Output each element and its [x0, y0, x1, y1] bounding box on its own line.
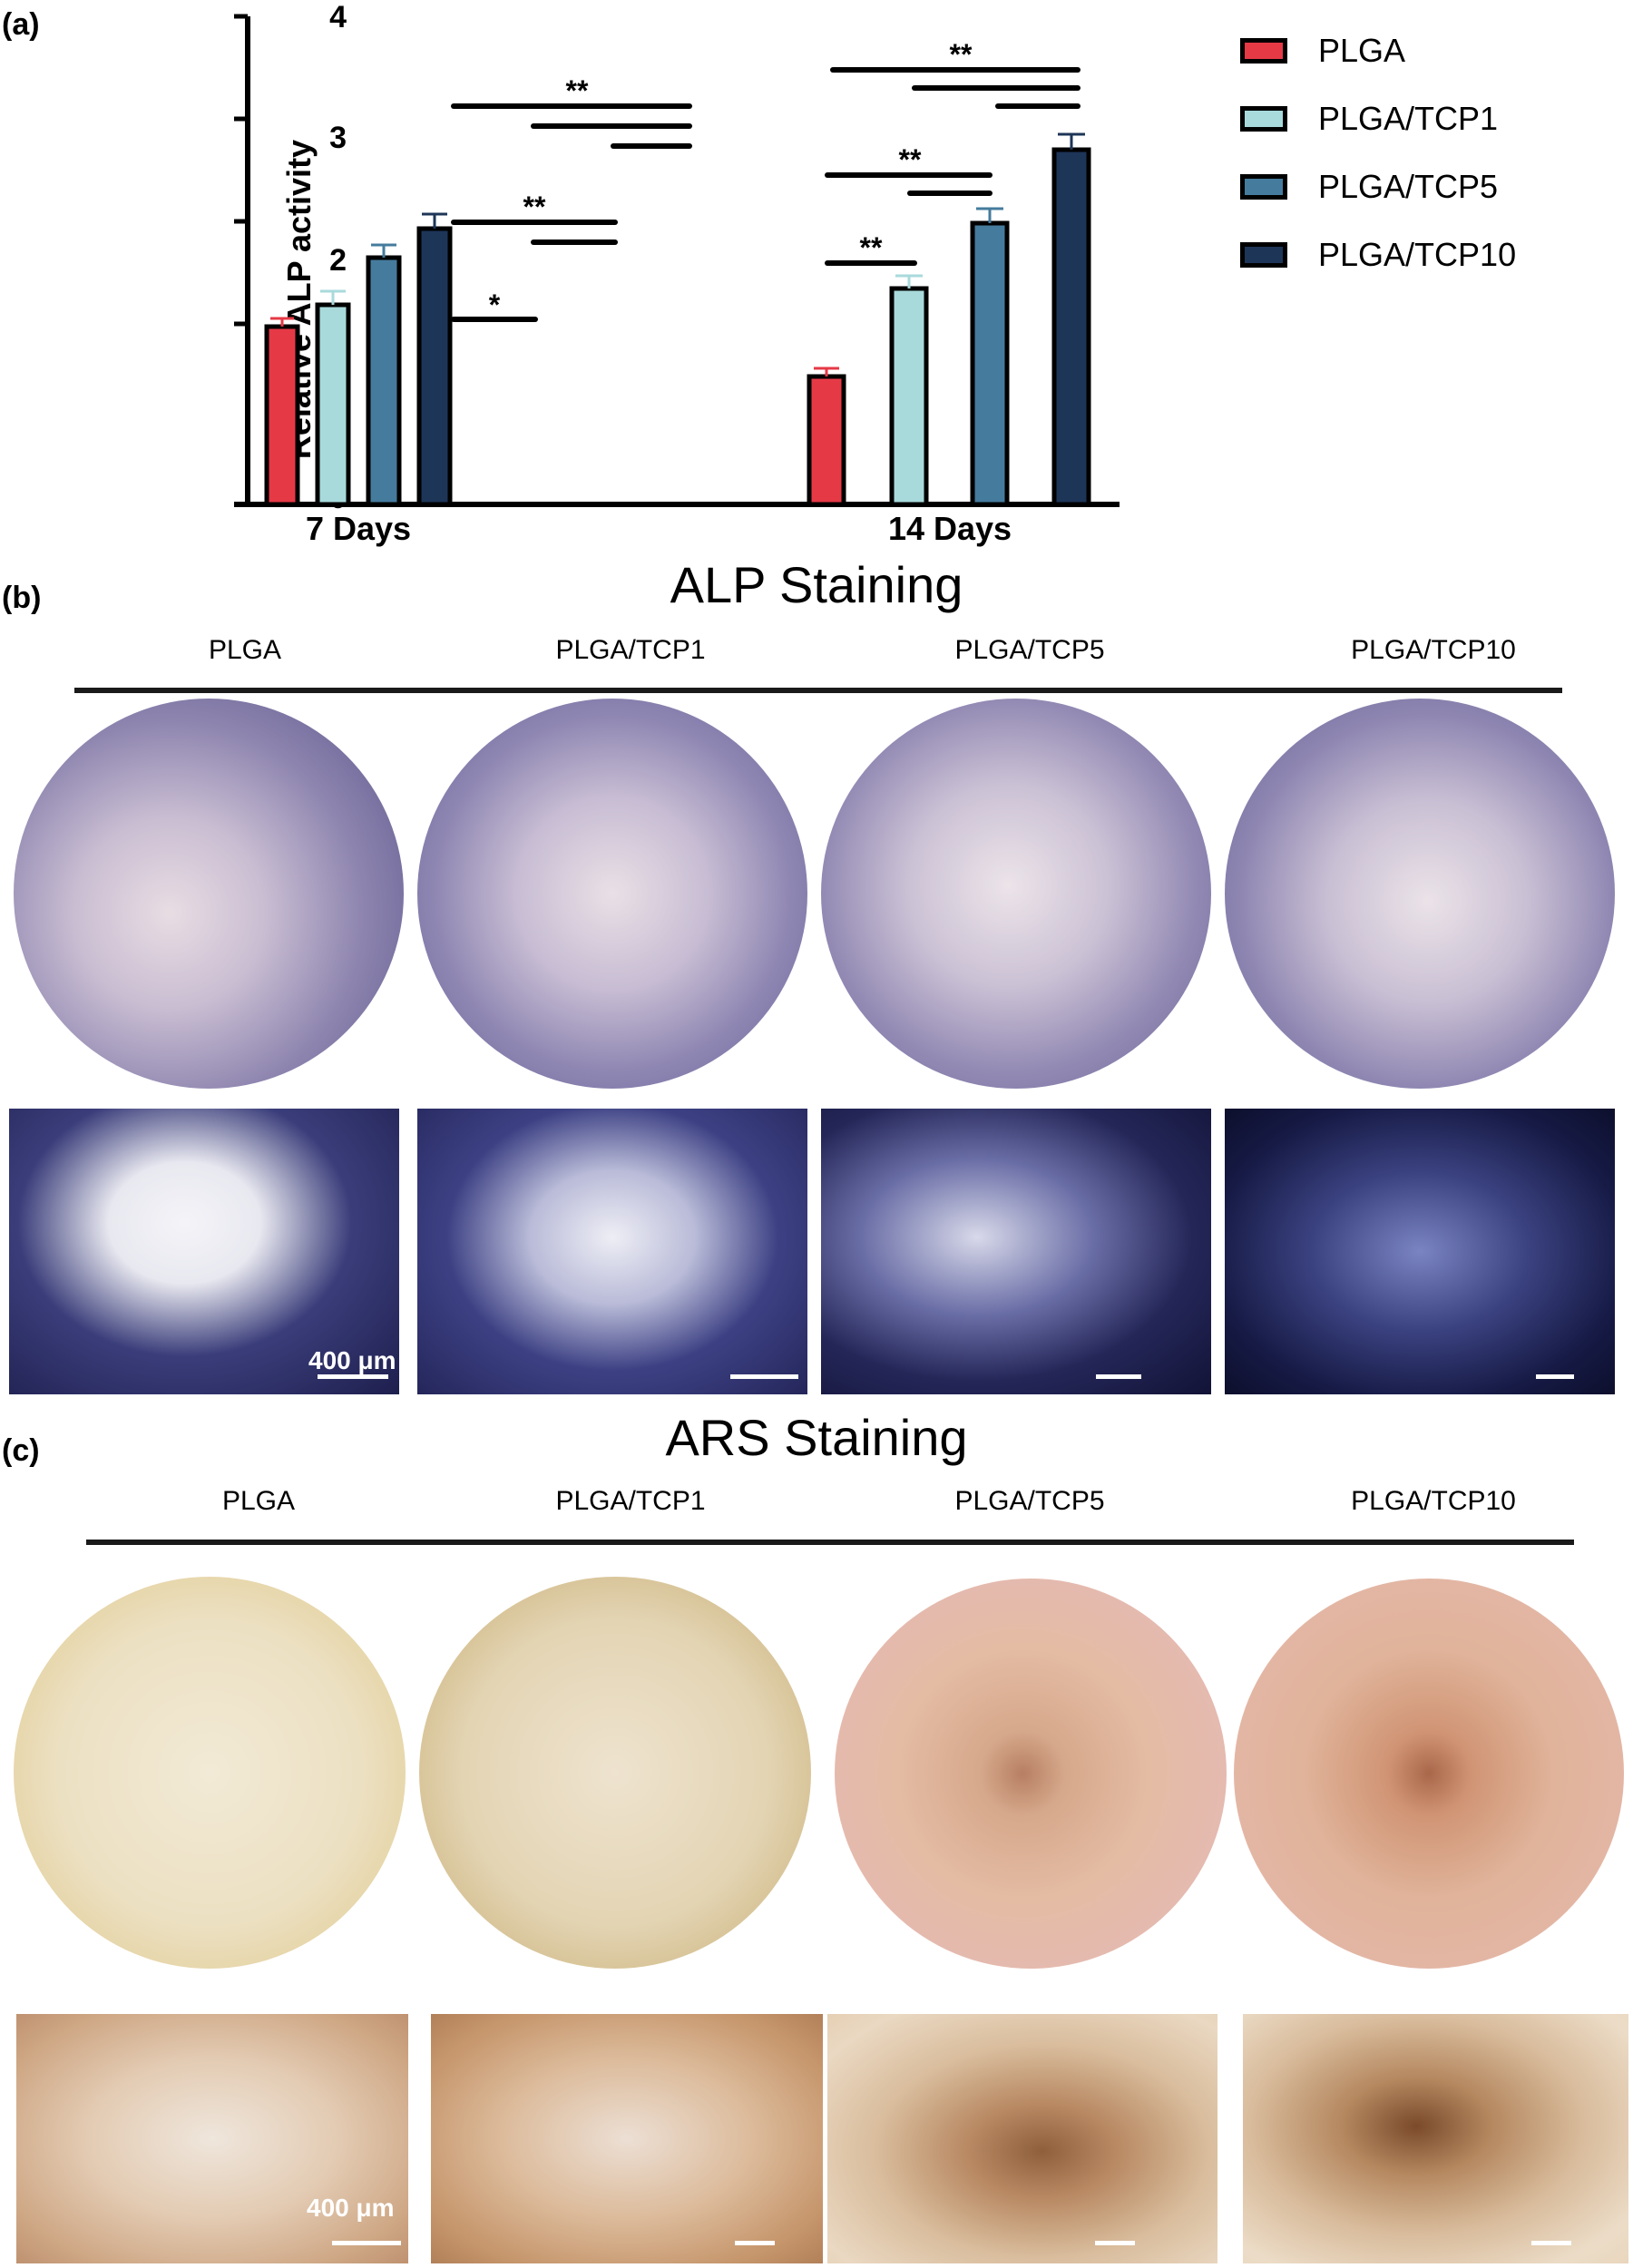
x-category-14-days: 14 Days	[887, 510, 1012, 547]
legend-swatch-plga	[1240, 38, 1287, 64]
legend-item-plga-tcp1: PLGA/TCP1	[1240, 100, 1498, 137]
bar-chart	[234, 14, 1120, 507]
bar-group-14-days	[807, 132, 1091, 507]
x-category-7-days: 7 Days	[305, 510, 412, 547]
ars-micrograph-plga: 400 μm	[16, 2014, 408, 2263]
legend-label: PLGA/TCP1	[1318, 100, 1499, 137]
y-tick-2: 2	[329, 243, 347, 278]
sig-14d-tcp5: **	[898, 143, 922, 176]
alp-plate-plga-tcp5	[821, 699, 1211, 1089]
ars-plate-plga-tcp10	[1234, 1579, 1624, 1969]
y-tick-4: 4	[329, 0, 347, 34]
sig-7d-tcp5: **	[523, 191, 546, 223]
alp-micrograph-plga-tcp1	[417, 1109, 807, 1394]
alp-micrograph-plga-tcp5	[821, 1109, 1211, 1394]
panel-label-a: (a)	[2, 7, 40, 42]
ars-group-label-plga: PLGA	[221, 1486, 296, 1516]
y-tick-3: 3	[329, 121, 347, 155]
ars-scale-bar-plga	[332, 2241, 401, 2245]
alp-micrograph-plga: 400 μm	[9, 1109, 399, 1394]
panel-label-b: (b)	[2, 581, 42, 615]
sig-14d-tcp10: **	[949, 38, 973, 71]
legend-item-plga-tcp5: PLGA/TCP5	[1240, 168, 1498, 205]
legend-swatch-plga-tcp5	[1240, 174, 1287, 200]
legend-label: PLGA	[1318, 32, 1406, 69]
ars-scale-bar-plga-tcp10	[1531, 2241, 1571, 2245]
ars-scale-bar-plga-tcp5	[1095, 2241, 1135, 2245]
legend-swatch-plga-tcp1	[1240, 106, 1287, 132]
sig-7d-plga-tcp1: *	[488, 288, 501, 321]
alp-plate-plga-tcp1	[417, 699, 807, 1089]
alp-group-label-plga: PLGA	[208, 635, 282, 665]
legend-item-plga-tcp10: PLGA/TCP10	[1240, 236, 1516, 273]
ars-group-label-plga-tcp5: PLGA/TCP5	[954, 1486, 1105, 1516]
ars-micrograph-plga-tcp10	[1243, 2014, 1628, 2263]
ars-plate-plga-tcp5	[835, 1579, 1227, 1969]
sig-14d-plga-tcp1: **	[859, 231, 883, 264]
alp-group-label-plga-tcp10: PLGA/TCP10	[1351, 635, 1516, 665]
ars-divider	[86, 1540, 1574, 1545]
alp-plate-plga	[14, 699, 404, 1089]
ars-plate-plga	[14, 1577, 406, 1969]
ars-staining-title: ARS Staining	[665, 1409, 968, 1466]
alp-scale-bar-plga-tcp1	[730, 1374, 798, 1379]
ars-micrograph-plga-tcp5	[827, 2014, 1217, 2263]
alp-staining-title: ALP Staining	[670, 556, 963, 613]
alp-group-label-plga-tcp5: PLGA/TCP5	[954, 635, 1105, 665]
alp-group-label-plga-tcp1: PLGA/TCP1	[555, 635, 706, 665]
legend-label: PLGA/TCP10	[1318, 236, 1517, 273]
ars-group-label-plga-tcp1: PLGA/TCP1	[555, 1486, 706, 1516]
alp-plate-plga-tcp10	[1225, 699, 1615, 1089]
ars-scale-text: 400 μm	[307, 2194, 395, 2222]
panel-label-c: (c)	[2, 1433, 40, 1468]
ars-micrograph-plga-tcp1	[431, 2014, 823, 2263]
legend-label: PLGA/TCP5	[1318, 168, 1499, 205]
alp-divider	[74, 688, 1562, 693]
sig-7d-tcp10: **	[565, 74, 589, 107]
alp-micrograph-plga-tcp10	[1225, 1109, 1615, 1394]
alp-scale-bar-plga-tcp10	[1536, 1374, 1574, 1379]
legend-item-plga: PLGA	[1240, 32, 1405, 69]
ars-plate-plga-tcp1	[419, 1577, 811, 1969]
legend-swatch-plga-tcp10	[1240, 242, 1287, 268]
alp-scale-text: 400 μm	[308, 1346, 396, 1374]
ars-group-label-plga-tcp10: PLGA/TCP10	[1351, 1486, 1516, 1516]
alp-scale-bar-plga	[318, 1374, 388, 1379]
ars-scale-bar-plga-tcp1	[735, 2241, 775, 2245]
bar-group-7-days	[264, 212, 453, 507]
alp-scale-bar-plga-tcp5	[1096, 1374, 1141, 1379]
